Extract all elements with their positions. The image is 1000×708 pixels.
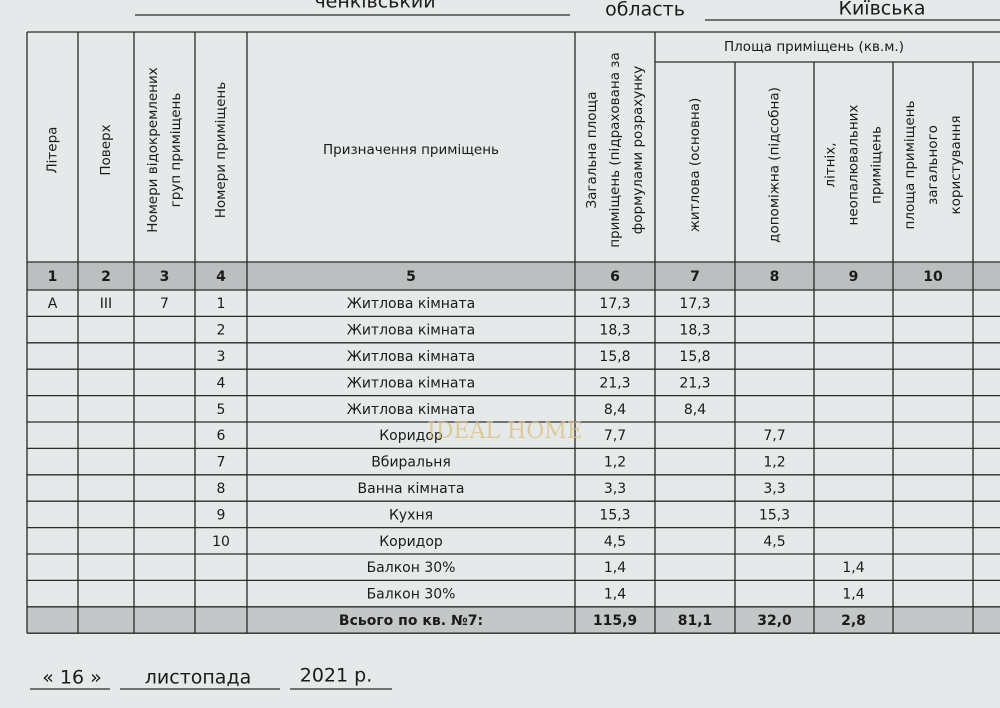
footer-month: листопада: [145, 667, 251, 689]
table-cell: Балкон 30%: [367, 587, 456, 603]
table-cell: 2: [217, 323, 226, 339]
column-number: 9: [849, 269, 859, 285]
table-cell: 21,3: [599, 375, 630, 391]
district: ченківський: [314, 0, 435, 13]
table-cell: 1,2: [604, 455, 626, 471]
table-cell: 4,5: [604, 534, 626, 550]
table-cell: 15,8: [679, 349, 710, 365]
region-label: область: [605, 0, 685, 21]
column-header: Номери приміщень: [213, 82, 229, 218]
table-cell: 7: [217, 455, 226, 471]
table-cell: Житлова кімната: [347, 349, 476, 365]
column-number: 7: [690, 269, 700, 285]
table-cell: 15,8: [599, 349, 630, 365]
column-header: неопалювальних: [846, 105, 862, 226]
table-cell: 1,4: [842, 587, 864, 603]
column-number: 3: [160, 269, 170, 285]
column-group-header: Площа приміщень (кв.м.): [724, 39, 904, 55]
table-cell: Балкон 30%: [367, 560, 456, 576]
column-header: літніх,: [823, 142, 839, 187]
column-header: житлова (основна): [687, 98, 703, 233]
table-cell: Житлова кімната: [347, 402, 476, 418]
table-cell: 1,4: [604, 587, 626, 603]
table-cell: ІІІ: [100, 296, 112, 312]
column-header: користування: [948, 115, 964, 214]
column-number: 4: [216, 269, 226, 285]
table-cell: 1: [217, 296, 226, 312]
column-header: площа приміщень: [902, 101, 918, 230]
table-cell: А: [48, 296, 58, 312]
region: Київська: [838, 0, 925, 20]
table-cell: 3,3: [604, 481, 626, 497]
table-cell: 7: [160, 296, 169, 312]
column-number: 10: [923, 269, 943, 285]
column-header: Загальна площа: [584, 92, 600, 209]
table-cell: 1,2: [763, 455, 785, 471]
table-cell: 1,4: [604, 560, 626, 576]
table-cell: 10: [212, 534, 230, 550]
table-cell: 3,3: [763, 481, 785, 497]
table-cell: Коридор: [379, 534, 443, 550]
table-cell: Всього по кв. №7:: [339, 613, 483, 629]
table-cell: 7,7: [604, 428, 626, 444]
footer-year: 2021 р.: [300, 665, 373, 687]
table-cell: 15,3: [759, 507, 790, 523]
column-number: 5: [406, 269, 416, 285]
table-cell: Вбиральня: [371, 455, 451, 471]
table-cell: 115,9: [593, 613, 637, 629]
table-grid: [26, 31, 1000, 634]
footer-day: « 16 »: [42, 667, 102, 689]
table-cell: 6: [217, 428, 226, 444]
table-cells: Літера Поверх Номери відокремлених груп при…: [45, 39, 965, 629]
column-header: допоміжна (підсобна): [767, 87, 783, 243]
table-cell: 4: [217, 375, 226, 391]
column-number: 8: [770, 269, 780, 285]
column-header: Призначення приміщень: [323, 142, 499, 158]
table-cell: 32,0: [757, 613, 792, 629]
table-cell: 7,7: [763, 428, 785, 444]
table-cell: 8: [217, 481, 226, 497]
table-cell: 17,3: [599, 296, 630, 312]
table-cell: Коридор: [379, 428, 443, 444]
table-cell: 8,4: [684, 402, 706, 418]
column-header: груп приміщень: [168, 93, 184, 208]
table-cell: 81,1: [678, 613, 713, 629]
table-cell: 21,3: [679, 375, 710, 391]
table-cell: Кухня: [389, 507, 433, 523]
column-header: Літера: [45, 127, 61, 174]
column-number: 2: [101, 269, 111, 285]
column-header: приміщень: [869, 126, 885, 204]
column-header: формулами розрахунку: [630, 66, 646, 235]
column-number: 1: [48, 269, 58, 285]
table-cell: 9: [217, 507, 226, 523]
table-cell: 2,8: [841, 613, 866, 629]
table-cell: Ванна кімната: [358, 481, 465, 497]
table-cell: 5: [217, 402, 226, 418]
table-cell: 8,4: [604, 402, 626, 418]
table-cell: Житлова кімната: [347, 323, 476, 339]
table-cell: 15,3: [599, 507, 630, 523]
total-row-bg: [27, 607, 1000, 634]
watermark: IDEAL HOME: [427, 419, 583, 444]
table-cell: 18,3: [599, 323, 630, 339]
number-row-bg: [27, 262, 1000, 290]
table-cell: 3: [217, 349, 226, 365]
table-cell: 17,3: [679, 296, 710, 312]
table-cell: 1,4: [842, 560, 864, 576]
column-header: загального: [925, 125, 941, 205]
table-cell: Житлова кімната: [347, 296, 476, 312]
column-number: 6: [610, 269, 620, 285]
table-cell: Житлова кімната: [347, 375, 476, 391]
table-cell: 18,3: [679, 323, 710, 339]
table-cell: 4,5: [763, 534, 785, 550]
column-header: приміщень (підрахована за: [607, 52, 623, 248]
column-header: Поверх: [98, 124, 114, 175]
column-header: Номери відокремлених: [145, 67, 161, 233]
